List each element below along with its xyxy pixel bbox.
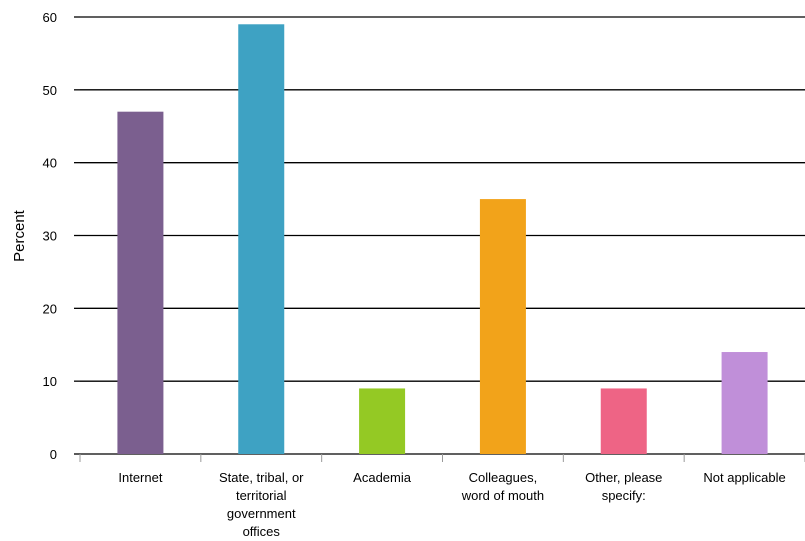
x-tick-label: territorial: [236, 488, 287, 503]
x-tick-label: word of mouth: [461, 488, 544, 503]
x-tick-label: Not applicable: [703, 470, 785, 485]
x-tick-label: government: [227, 506, 296, 521]
x-tick-label: Colleagues,: [469, 470, 538, 485]
bar: [600, 388, 647, 454]
x-axis-labels: Internet State, tribal, or territorial gove…: [118, 470, 785, 539]
y-tick-label: 10: [43, 374, 57, 389]
bar: [479, 199, 526, 454]
bar: [359, 388, 406, 454]
x-tick-label: State, tribal, or: [219, 470, 304, 485]
x-tick-label: Academia: [353, 470, 412, 485]
x-tick-label: specify:: [602, 488, 646, 503]
x-tick-label: offices: [243, 524, 281, 539]
bar: [721, 352, 768, 454]
y-tick-label: 40: [43, 156, 57, 171]
bars: [117, 24, 768, 455]
y-tick-label: 20: [43, 301, 57, 316]
bar: [117, 111, 164, 454]
x-axis: [79, 454, 805, 462]
gridlines: [80, 16, 805, 455]
y-axis-ticks: 0 10 20 30 40 50 60: [43, 10, 80, 462]
y-tick-label: 0: [50, 447, 57, 462]
x-tick-label: Internet: [118, 470, 162, 485]
x-tick-label: Other, please: [585, 470, 662, 485]
y-tick-label: 30: [43, 229, 57, 244]
bar: [238, 24, 285, 455]
y-tick-label: 50: [43, 83, 57, 98]
y-tick-label: 60: [43, 10, 57, 25]
y-axis-label: Percent: [11, 209, 28, 262]
